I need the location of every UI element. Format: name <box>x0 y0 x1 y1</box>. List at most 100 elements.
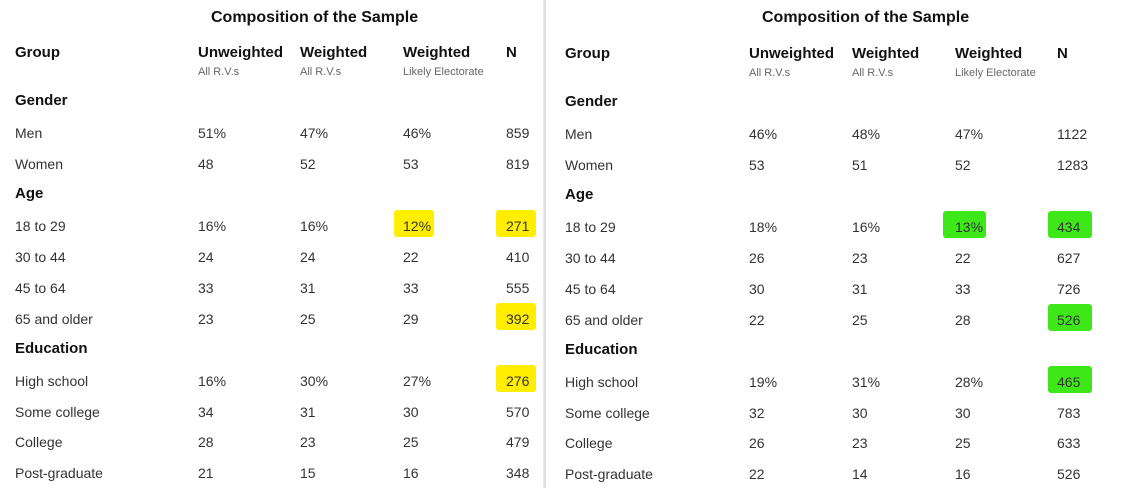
table-cell-unweighted-all: 46% <box>749 125 778 142</box>
column-header-group: Group <box>565 45 610 62</box>
section-header: Age <box>15 184 44 202</box>
column-subheader-weighted-all: All R.V.s <box>300 66 342 78</box>
table-cell-weighted-likely: 27% <box>403 372 432 389</box>
row-label: 45 to 64 <box>565 280 616 297</box>
row-label: Women <box>15 155 63 172</box>
table-cell-n: 348 <box>506 465 530 482</box>
table-cell-weighted-likely: 33 <box>955 280 971 297</box>
row-label: 45 to 64 <box>15 279 66 296</box>
table-cell-unweighted-all: 23 <box>198 310 214 327</box>
table-cell-unweighted-all: 48 <box>198 155 214 172</box>
column-header-weighted-all: Weighted <box>852 45 920 62</box>
table-cell-weighted-likely: 25 <box>955 435 971 452</box>
table-cell-weighted-all: 47% <box>300 124 329 141</box>
table-panel-right: Composition of the Sample Group Unweighte… <box>546 0 1144 488</box>
table-cell-weighted-all: 24 <box>300 248 316 265</box>
table-panel-left: Composition of the Sample Group Unweighte… <box>0 0 544 488</box>
highlight-marker <box>1048 303 1092 331</box>
row-label: Some college <box>15 403 100 420</box>
table-cell-n: 627 <box>1057 249 1081 266</box>
table-cell-n: 819 <box>506 155 530 172</box>
highlight-marker <box>496 302 536 330</box>
highlight-marker <box>394 209 434 237</box>
table-cell-n: 555 <box>506 279 530 296</box>
table-cell-weighted-likely: 22 <box>403 248 419 265</box>
table-cell-unweighted-all: 26 <box>749 249 765 266</box>
section-header: Gender <box>15 92 68 109</box>
column-header-n: N <box>1057 45 1068 62</box>
row-label: 30 to 44 <box>15 248 66 265</box>
table-cell-weighted-likely: 13% <box>955 218 984 235</box>
row-label: 65 and older <box>565 311 643 328</box>
table-cell-n: 526 <box>1057 311 1081 328</box>
table-cell-unweighted-all: 21 <box>198 465 214 482</box>
table-cell-weighted-all: 15 <box>300 465 316 482</box>
row-label: 18 to 29 <box>565 218 616 235</box>
table-cell-weighted-likely: 28% <box>955 373 984 390</box>
table-cell-weighted-all: 52 <box>300 155 316 172</box>
column-header-weighted-likely: Weighted <box>955 45 1023 62</box>
table-cell-unweighted-all: 18% <box>749 218 778 235</box>
table-cell-unweighted-all: 53 <box>749 156 765 173</box>
row-label: 30 to 44 <box>565 249 616 266</box>
table-cell-unweighted-all: 22 <box>749 311 765 328</box>
table-cell-weighted-all: 31% <box>852 373 881 390</box>
table-cell-weighted-all: 51 <box>852 156 868 173</box>
table-cell-weighted-likely: 46% <box>403 124 432 141</box>
table-cell-n: 1283 <box>1057 156 1089 173</box>
table-title: Composition of the Sample <box>211 9 419 26</box>
table-cell-unweighted-all: 26 <box>749 435 765 452</box>
table-cell-weighted-all: 25 <box>852 311 868 328</box>
highlight-marker <box>943 210 986 238</box>
table-cell-weighted-likely: 33 <box>403 279 419 296</box>
row-label: 18 to 29 <box>15 217 66 234</box>
table-cell-n: 271 <box>506 217 530 234</box>
table-cell-weighted-all: 31 <box>300 279 316 296</box>
section-header: Education <box>565 340 638 358</box>
table-cell-weighted-all: 30% <box>300 372 329 389</box>
row-label: High school <box>15 372 89 389</box>
table-cell-weighted-all: 23 <box>852 249 868 266</box>
column-header-group: Group <box>15 44 60 61</box>
table-cell-n: 410 <box>506 248 530 265</box>
table-cell-weighted-all: 30 <box>852 404 868 421</box>
column-header-unweighted-all: Unweighted <box>198 44 283 61</box>
table-cell-unweighted-all: 34 <box>198 403 214 420</box>
table-cell-n: 633 <box>1057 435 1081 452</box>
section-header: Gender <box>565 93 618 110</box>
table-cell-weighted-all: 23 <box>852 435 868 452</box>
row-label: Women <box>565 156 613 173</box>
row-label: 65 and older <box>15 310 93 327</box>
table-cell-weighted-all: 48% <box>852 125 881 142</box>
highlight-marker <box>1048 365 1092 393</box>
table-cell-n: 276 <box>506 372 530 389</box>
table-cell-weighted-likely: 30 <box>403 403 419 420</box>
row-label: Post-graduate <box>15 465 103 482</box>
table-cell-n: 859 <box>506 124 530 141</box>
table-cell-weighted-all: 16% <box>300 217 329 234</box>
table-cell-weighted-likely: 16 <box>403 465 419 482</box>
table-cell-weighted-likely: 16 <box>955 466 971 483</box>
highlight-marker <box>496 364 536 392</box>
section-header: Age <box>565 185 594 203</box>
panel-divider <box>543 0 547 488</box>
highlight-marker <box>496 209 536 237</box>
table-title: Composition of the Sample <box>762 9 970 26</box>
table-cell-unweighted-all: 24 <box>198 248 214 265</box>
table-cell-weighted-likely: 22 <box>955 249 971 266</box>
table-cell-n: 783 <box>1057 404 1081 421</box>
row-label: Post-graduate <box>565 466 653 483</box>
table-cell-weighted-likely: 25 <box>403 434 419 451</box>
table-cell-n: 392 <box>506 310 530 327</box>
table-cell-n: 526 <box>1057 466 1081 483</box>
table-cell-n: 726 <box>1057 280 1081 297</box>
table-cell-unweighted-all: 51% <box>198 124 227 141</box>
table-cell-n: 570 <box>506 403 530 420</box>
highlight-marker <box>1048 210 1092 238</box>
table-cell-unweighted-all: 28 <box>198 434 214 451</box>
table-cell-weighted-all: 14 <box>852 466 868 483</box>
row-label: Men <box>15 124 43 141</box>
table-cell-unweighted-all: 30 <box>749 280 765 297</box>
table-cell-weighted-likely: 12% <box>403 217 432 234</box>
table-cell-unweighted-all: 33 <box>198 279 214 296</box>
